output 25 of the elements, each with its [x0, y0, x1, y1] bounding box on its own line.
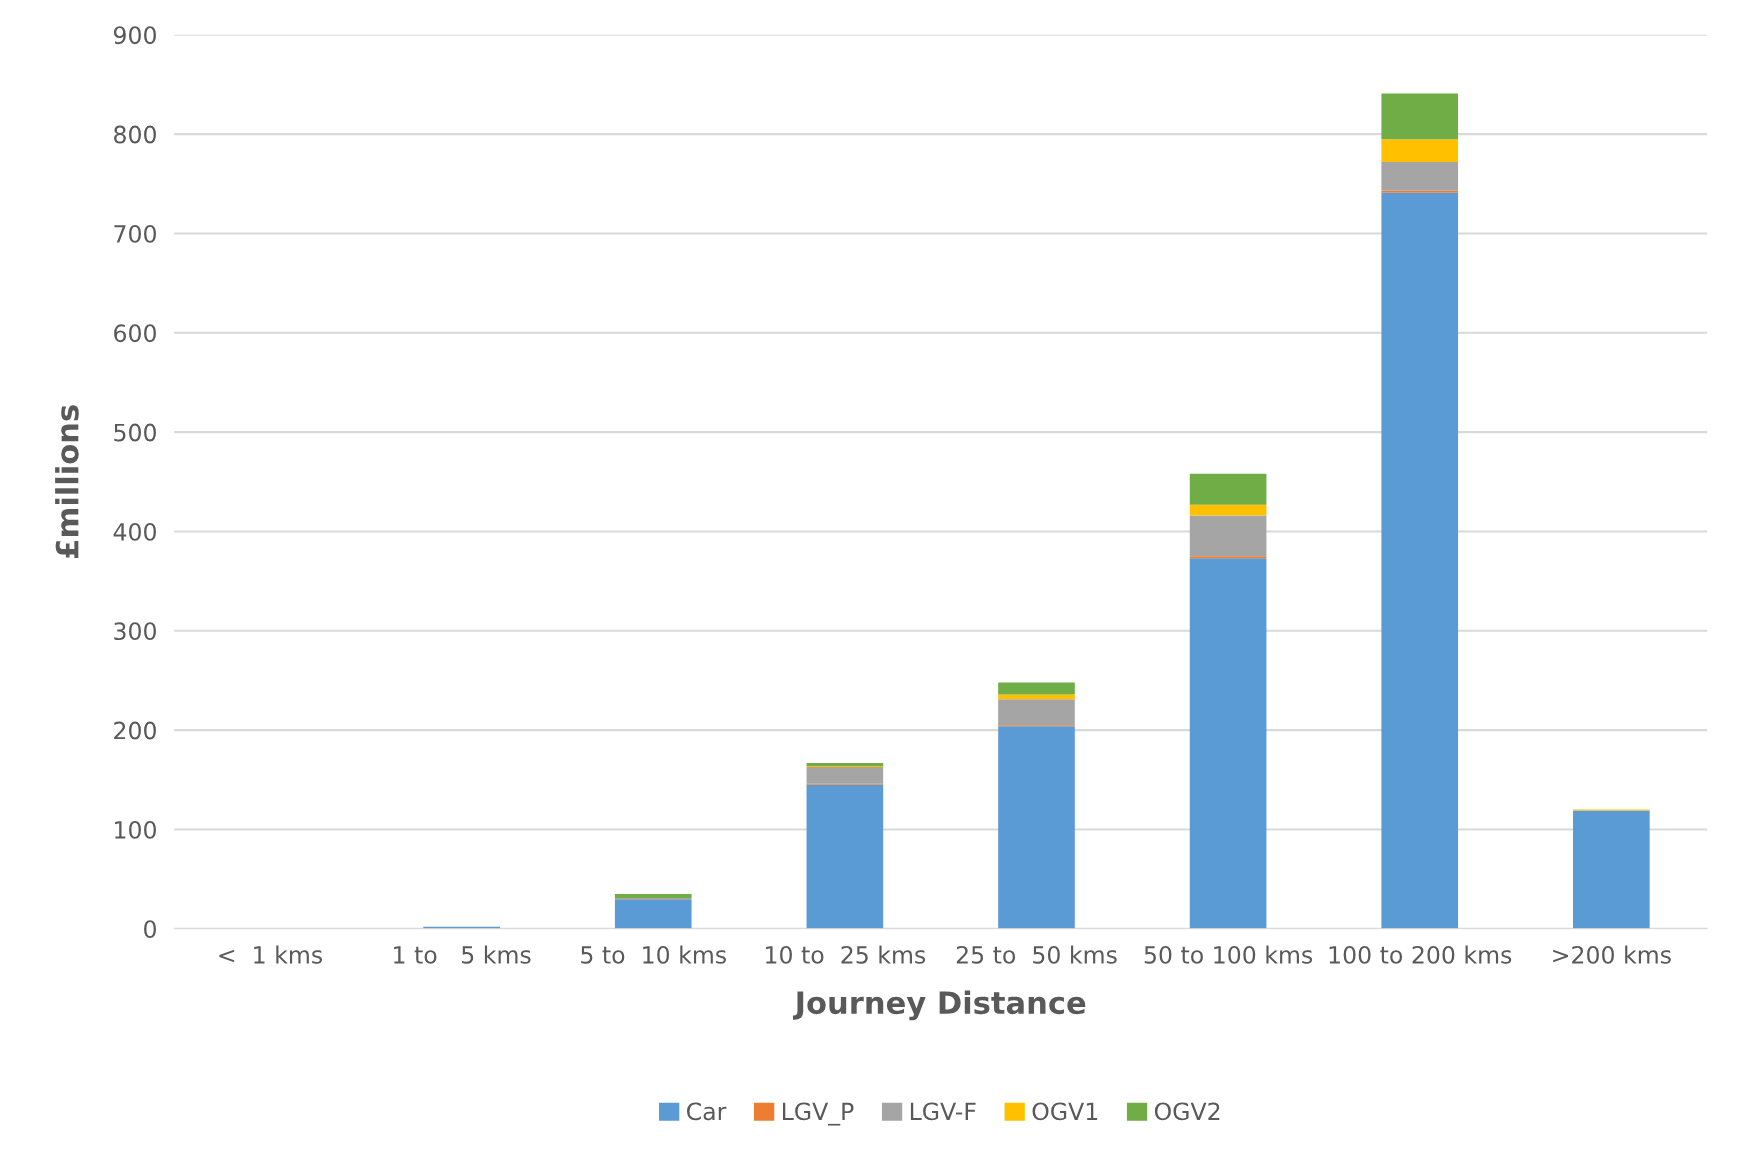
legend-label: Car	[687, 1102, 727, 1121]
y-tick-label: 200	[114, 721, 156, 740]
x-tick-label: 1 to 5 kms	[394, 945, 531, 964]
x-tick-label: < 1 kms	[219, 945, 323, 964]
legend-label: OGV1	[1032, 1102, 1098, 1121]
x-tick-label: 25 to 50 kms	[956, 945, 1117, 964]
y-tick-label: 500	[114, 423, 156, 442]
y-tick-label: 400	[113, 522, 156, 541]
x-tick-label: >200 kms	[1553, 945, 1671, 964]
y-tick-label: 100	[115, 820, 156, 839]
y-tick-label: 800	[114, 125, 156, 144]
x-tick-label: 50 to 100 kms	[1144, 945, 1313, 964]
y-tick-label: 600	[114, 324, 156, 343]
y-tick-label: 900	[113, 26, 156, 45]
legend-label: OGV2	[1154, 1102, 1220, 1121]
x-axis-title: Journey Distance	[792, 990, 1086, 1021]
y-tick-label: 700	[114, 224, 156, 243]
legend-label: LGV-F	[910, 1102, 976, 1121]
y-tick-label: 300	[114, 622, 156, 641]
x-tick-label: 100 to 200 kms	[1329, 945, 1512, 964]
x-tick-label: 5 to 10 kms	[581, 945, 726, 964]
legend-label: LGV_P	[782, 1102, 854, 1126]
y-tick-label: 0	[144, 920, 156, 939]
x-tick-label: 10 to 25 kms	[766, 945, 926, 964]
y-axis-title: £millions	[55, 405, 79, 558]
